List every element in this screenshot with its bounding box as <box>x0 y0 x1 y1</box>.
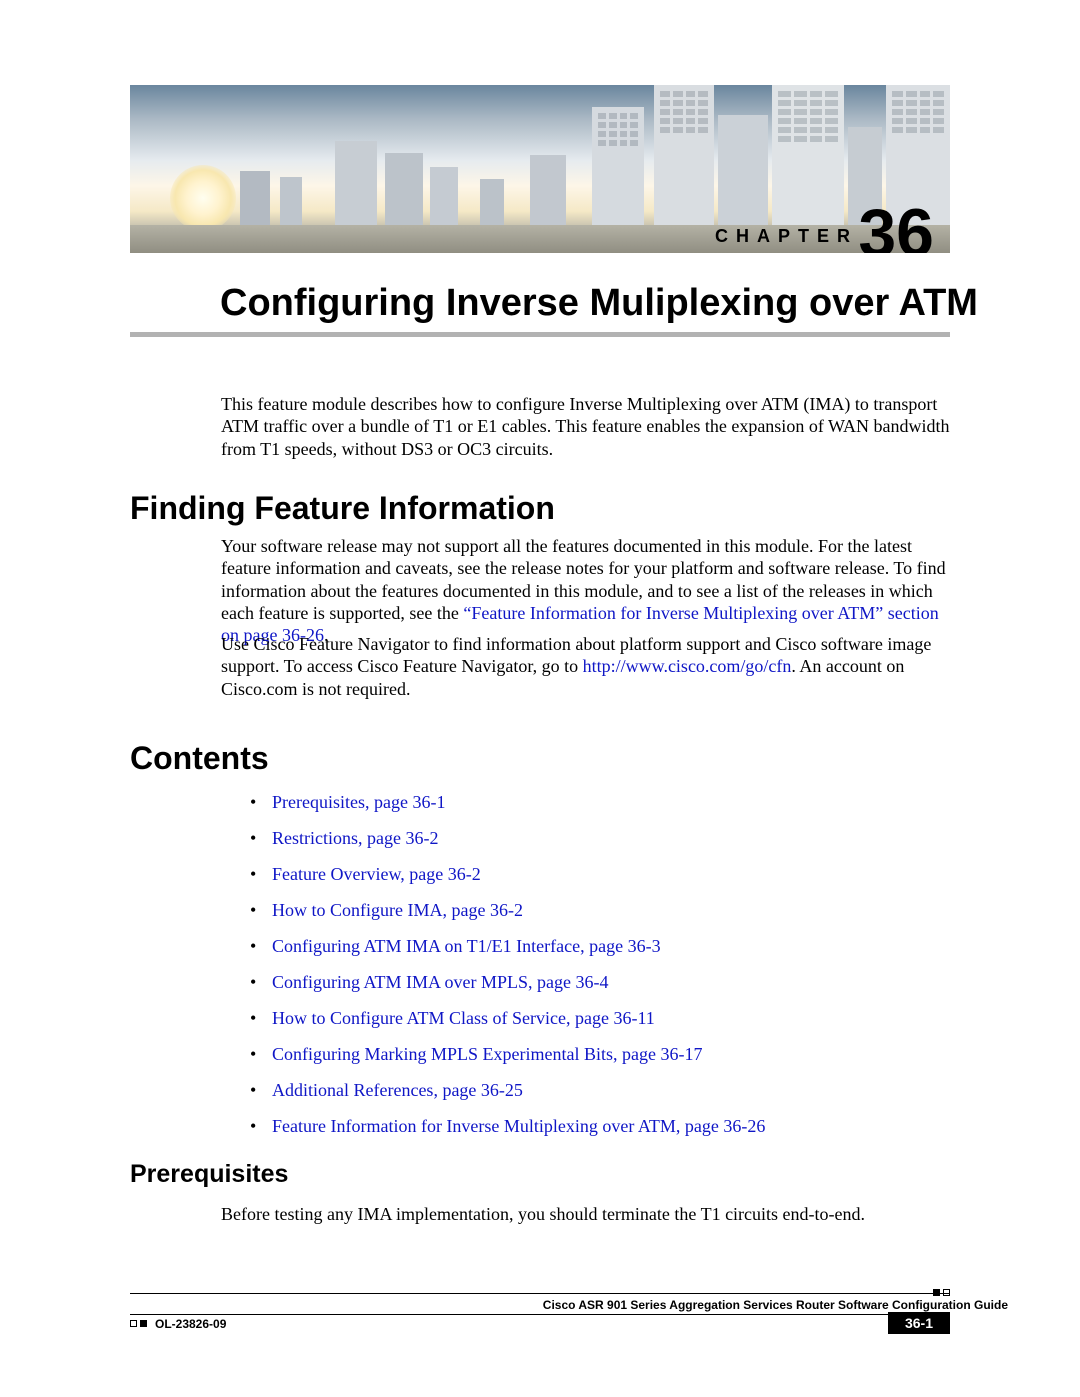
page: CHAPTER 36 Configuring Inverse Muliplexi… <box>0 0 1080 1397</box>
intro-paragraph: This feature module describes how to con… <box>221 393 951 460</box>
toc-link[interactable]: Additional References, page 36-25 <box>272 1080 523 1100</box>
footer-guide-title: Cisco ASR 901 Series Aggregation Service… <box>543 1298 1008 1312</box>
footer-line <box>130 1314 890 1315</box>
footer-doc-id: OL-23826-09 <box>155 1317 226 1331</box>
contents-list: Prerequisites, page 36-1 Restrictions, p… <box>250 792 950 1152</box>
title-rule <box>130 332 950 337</box>
page-title: Configuring Inverse Muliplexing over ATM <box>220 282 978 325</box>
chapter-number: 36 <box>858 199 934 253</box>
toc-link[interactable]: How to Configure IMA, page 36-2 <box>272 900 523 920</box>
link-cisco-cfn[interactable]: http://www.cisco.com/go/cfn <box>583 656 792 676</box>
toc-link[interactable]: Configuring ATM IMA on T1/E1 Interface, … <box>272 936 661 956</box>
finding-para-1: Your software release may not support al… <box>221 535 951 647</box>
chapter-banner: CHAPTER 36 <box>130 85 950 253</box>
toc-link[interactable]: Prerequisites, page 36-1 <box>272 792 445 812</box>
heading-contents: Contents <box>130 740 269 777</box>
heading-prerequisites: Prerequisites <box>130 1160 288 1189</box>
toc-link[interactable]: Feature Overview, page 36-2 <box>272 864 481 884</box>
toc-link[interactable]: Feature Information for Inverse Multiple… <box>272 1116 765 1136</box>
page-number-badge: 36-1 <box>888 1312 950 1334</box>
footer-rule <box>130 1293 950 1294</box>
chapter-label: CHAPTER <box>715 226 858 247</box>
heading-finding-feature-information: Finding Feature Information <box>130 490 555 527</box>
toc-link[interactable]: Restrictions, page 36-2 <box>272 828 438 848</box>
toc-link[interactable]: How to Configure ATM Class of Service, p… <box>272 1008 655 1028</box>
footer-ornament-left <box>130 1320 147 1327</box>
toc-link[interactable]: Configuring ATM IMA over MPLS, page 36-4 <box>272 972 609 992</box>
toc-link[interactable]: Configuring Marking MPLS Experimental Bi… <box>272 1044 702 1064</box>
finding-para-2: Use Cisco Feature Navigator to find info… <box>221 633 951 700</box>
prerequisites-paragraph: Before testing any IMA implementation, y… <box>221 1203 951 1225</box>
